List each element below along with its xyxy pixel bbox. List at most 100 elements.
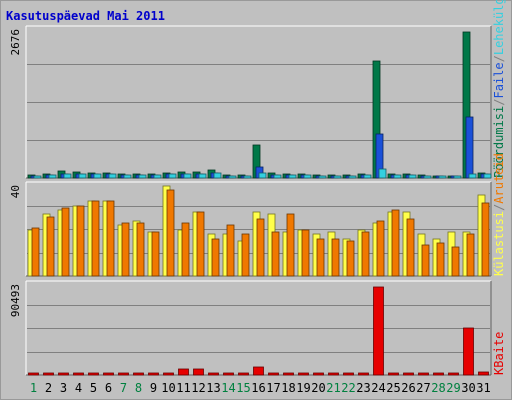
- y-max-label: 2676: [9, 29, 22, 56]
- bar-kbytes-day-9: [148, 372, 159, 376]
- x-tick-label-day-2: 2: [45, 381, 52, 395]
- x-tick-label-day-17: 17: [266, 381, 280, 395]
- bar-kbytes-day-25: [388, 372, 399, 376]
- legend-item: /: [492, 55, 506, 62]
- bar-files-day-19: [303, 174, 312, 179]
- bar-visitors-day-23: [361, 231, 370, 277]
- bar-files-day-23: [363, 174, 372, 179]
- bar-kbytes-day-16: [253, 366, 264, 376]
- x-tick-label-day-15: 15: [236, 381, 250, 395]
- legend-item: Lehekülgi: [492, 0, 506, 55]
- x-tick-label-day-9: 9: [150, 381, 157, 395]
- bar-kbytes-day-4: [73, 372, 84, 376]
- bar-files-day-1: [33, 175, 42, 179]
- bar-kbytes-day-30: [463, 327, 474, 376]
- legend-item: KBaite: [492, 332, 506, 375]
- bar-kbytes-day-14: [223, 372, 234, 376]
- bar-kbytes-day-1: [28, 372, 39, 376]
- bar-visitors-day-9: [151, 231, 160, 277]
- x-tick-label-day-27: 27: [416, 381, 430, 395]
- bar-files-day-6: [108, 173, 117, 179]
- bar-kbytes-day-20: [313, 372, 324, 376]
- bar-files-day-13: [213, 172, 222, 179]
- panel-kbytes: 90493 KBaite: [9, 280, 506, 376]
- x-tick-label-day-6: 6: [105, 381, 112, 395]
- x-tick-label-day-1: 1: [30, 381, 37, 395]
- bar-files-day-28: [438, 175, 447, 179]
- x-tick-label-day-11: 11: [176, 381, 190, 395]
- legend-visits: Külastusi/Aruteid: [492, 153, 506, 276]
- bar-visitors-day-31: [481, 202, 490, 277]
- bar-files-day-24: [378, 168, 387, 179]
- bar-visitors-day-11: [181, 222, 190, 277]
- bar-visitors-day-6: [106, 200, 115, 277]
- bar-visitors-day-22: [346, 240, 355, 277]
- bar-visitors-day-21: [331, 238, 340, 277]
- bar-visitors-day-12: [196, 211, 205, 277]
- x-tick-label-day-21: 21: [326, 381, 340, 395]
- x-tick-label-day-22: 22: [341, 381, 355, 395]
- bar-files-day-21: [333, 175, 342, 179]
- bar-visitors-day-19: [301, 229, 310, 277]
- bar-kbytes-day-8: [133, 372, 144, 376]
- bar-files-day-27: [423, 175, 432, 179]
- bar-files-day-16: [258, 172, 267, 179]
- bar-visitors-day-30: [466, 233, 475, 277]
- bar-kbytes-day-12: [193, 368, 204, 376]
- bar-files-day-31: [483, 173, 492, 179]
- x-tick-label-day-13: 13: [206, 381, 220, 395]
- bar-kbytes-day-10: [163, 372, 174, 376]
- bar-files-day-8: [138, 174, 147, 179]
- bar-visitors-day-14: [226, 224, 235, 277]
- bar-visitors-day-17: [271, 231, 280, 277]
- y-max-label: 40: [9, 185, 22, 198]
- bar-kbytes-day-29: [448, 372, 459, 376]
- x-tick-label-day-4: 4: [75, 381, 82, 395]
- bar-visitors-day-5: [91, 200, 100, 277]
- bar-files-day-26: [408, 174, 417, 179]
- x-tick-label-day-3: 3: [60, 381, 67, 395]
- bar-files-day-15: [243, 175, 252, 179]
- bar-files-day-14: [228, 175, 237, 179]
- bar-files-day-22: [348, 175, 357, 179]
- bar-files-day-12: [198, 173, 207, 179]
- legend-requests: Pöördumisi/Faile/Lehekülgi: [492, 0, 506, 178]
- bar-files-day-2: [48, 174, 57, 179]
- bar-kbytes-day-7: [118, 372, 129, 376]
- series-visits: [27, 185, 486, 277]
- bar-files-day-25: [393, 174, 402, 179]
- x-tick-label-day-20: 20: [311, 381, 325, 395]
- bar-kbytes-day-24: [373, 286, 384, 376]
- bar-visitors-day-7: [121, 222, 130, 277]
- bar-visitors-day-25: [391, 209, 400, 277]
- bar-kbytes-day-17: [268, 372, 279, 376]
- legend-item: Pöördumisi: [492, 106, 506, 178]
- bar-visitors-day-28: [436, 242, 445, 277]
- bar-visitors-day-13: [211, 238, 220, 277]
- chart-title: Kasutuspäevad Mai 2011: [6, 9, 165, 23]
- x-tick-label-day-25: 25: [386, 381, 400, 395]
- bar-kbytes-day-23: [358, 372, 369, 376]
- legend-item: Faile: [492, 62, 506, 98]
- legend-kbytes: KBaite: [492, 332, 506, 375]
- bar-files-day-9: [153, 174, 162, 179]
- bar-kbytes-day-18: [283, 372, 294, 376]
- bar-kbytes-day-13: [208, 372, 219, 376]
- panel-visits: 40 Külastusi/Aruteid: [9, 153, 506, 277]
- legend-item: Aruteid: [492, 153, 506, 204]
- bar-visitors-day-24: [376, 220, 385, 277]
- x-tick-label-day-23: 23: [356, 381, 370, 395]
- bar-kbytes-day-22: [343, 372, 354, 376]
- legend-item: /: [492, 99, 506, 106]
- bar-visitors-day-16: [256, 218, 265, 277]
- legend-item: /: [492, 204, 506, 211]
- bar-files-day-11: [183, 173, 192, 179]
- series-files: [33, 168, 492, 179]
- bar-visitors-day-15: [241, 233, 250, 277]
- x-tick-label-day-10: 10: [161, 381, 175, 395]
- bar-kbytes-day-26: [403, 372, 414, 376]
- x-tick-label-day-30: 30: [461, 381, 475, 395]
- x-tick-label-day-18: 18: [281, 381, 295, 395]
- x-tick-label-day-26: 26: [401, 381, 415, 395]
